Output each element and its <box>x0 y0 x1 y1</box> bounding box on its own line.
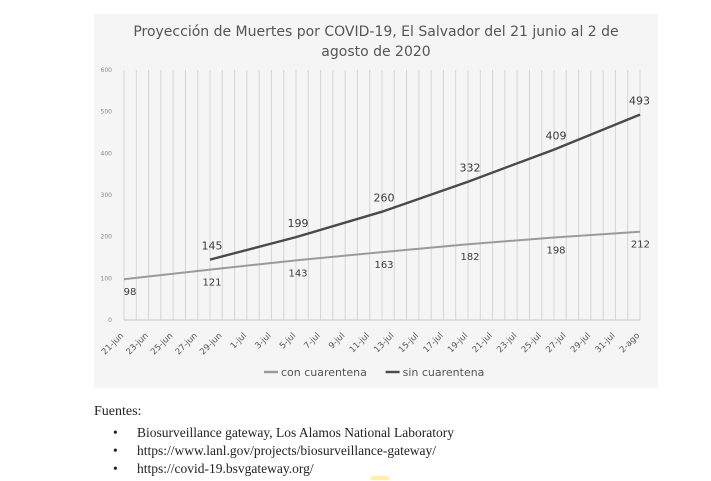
source-item: Biosurveillance gateway, Los Alamos Nati… <box>113 424 454 442</box>
x-tick-label: 21-jul <box>471 331 495 355</box>
data-label: 143 <box>288 268 307 279</box>
sources-heading: Fuentes: <box>94 404 142 419</box>
chart-panel: 0 100 200 300 400 500 600 21-jun 23-jun 25-jun 27-… <box>94 14 658 388</box>
y-tick-label: 200 <box>101 234 113 241</box>
data-label: 199 <box>288 217 309 230</box>
x-tick-label: 1-jul <box>229 331 249 351</box>
x-tick-label: 11-jul <box>348 331 372 355</box>
y-tick-label: 500 <box>101 109 113 116</box>
x-tick-label: 21-jun <box>100 331 126 357</box>
data-label: 98 <box>124 287 137 298</box>
data-label: 332 <box>460 162 481 175</box>
data-label: 409 <box>546 130 567 143</box>
x-tick-label: 9-jul <box>327 331 347 351</box>
data-label: 182 <box>460 252 479 263</box>
legend-label: sin cuarentena <box>403 366 485 379</box>
x-tick-label: 31-jul <box>594 331 618 355</box>
data-label: 198 <box>546 246 565 257</box>
data-label: 121 <box>202 278 221 289</box>
x-tick-label: 17-jul <box>422 331 446 355</box>
data-label: 493 <box>629 95 650 108</box>
data-label: 145 <box>202 240 223 253</box>
y-tick-label: 300 <box>101 192 113 199</box>
x-tick-label: 25-jul <box>520 331 544 355</box>
chart-title-line-2: agosto de 2020 <box>321 44 431 60</box>
x-tick-label: 15-jul <box>397 331 421 355</box>
data-label: 212 <box>631 240 650 251</box>
x-tick-label: 23-jun <box>125 331 151 357</box>
source-item: https://www.lanl.gov/projects/biosurveil… <box>113 442 454 460</box>
x-tick-label: 13-jul <box>372 331 396 355</box>
x-tick-label: 25-jun <box>149 331 175 357</box>
x-tick-label: 29-jun <box>198 331 224 357</box>
x-tick-label: 2-ago <box>618 331 642 355</box>
x-tick-label: 5-jul <box>278 331 298 351</box>
legend-label: con cuarentena <box>281 366 367 379</box>
x-tick-label: 7-jul <box>302 331 322 351</box>
series-line-con-cuarentena <box>123 230 641 281</box>
x-tick-label: 23-jul <box>495 331 519 355</box>
y-tick-label: 400 <box>101 150 113 157</box>
x-tick-label: 27-jun <box>174 331 200 357</box>
line-chart: 010020030040050060021-jun23-jun25-jun27-… <box>100 67 650 379</box>
sources-list: Biosurveillance gateway, Los Alamos Nati… <box>113 424 454 478</box>
x-tick-label: 29-jul <box>569 331 593 355</box>
chart-title-line-1: Proyección de Muertes por COVID-19, El S… <box>133 24 619 40</box>
x-tick-label: 19-jul <box>446 331 470 355</box>
data-label: 260 <box>374 192 395 205</box>
highlight-mark <box>371 476 389 480</box>
series-line-sin-cuarentena <box>209 113 641 261</box>
x-tick-label: 27-jul <box>544 331 568 355</box>
y-tick-label: 100 <box>101 275 113 282</box>
source-item: https://covid-19.bsvgateway.org/ <box>113 460 454 478</box>
y-tick-label: 600 <box>101 67 113 74</box>
x-tick-label: 3-jul <box>253 331 273 351</box>
y-tick-label: 0 <box>108 317 112 324</box>
data-label: 163 <box>374 260 393 271</box>
